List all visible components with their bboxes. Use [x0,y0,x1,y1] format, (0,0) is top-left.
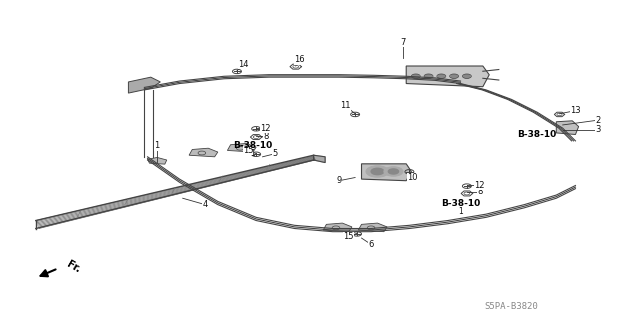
Text: 2: 2 [595,116,600,125]
Text: 6: 6 [369,240,374,249]
Circle shape [388,169,399,174]
Circle shape [464,75,470,78]
Text: B-38-10: B-38-10 [234,140,273,149]
Text: B-38-10: B-38-10 [441,198,480,207]
Text: 9: 9 [337,176,342,185]
Polygon shape [358,223,387,232]
Polygon shape [227,143,256,152]
Text: 1: 1 [251,149,255,158]
Polygon shape [314,155,325,163]
Circle shape [426,75,432,78]
Text: 13: 13 [570,106,580,115]
Polygon shape [323,223,352,232]
Text: 12: 12 [474,181,485,190]
Circle shape [438,75,445,78]
Text: 4: 4 [202,200,207,209]
Polygon shape [189,148,218,157]
Text: 15: 15 [243,146,253,155]
Circle shape [371,168,384,175]
Text: 1: 1 [458,207,463,216]
Polygon shape [406,66,489,87]
Text: Fr.: Fr. [65,260,82,275]
Circle shape [413,75,419,78]
Text: 12: 12 [260,124,271,132]
Polygon shape [148,157,167,164]
Polygon shape [556,121,579,134]
Text: 10: 10 [407,173,418,182]
Circle shape [451,75,458,78]
Text: 16: 16 [294,55,305,64]
Circle shape [366,166,389,177]
Text: B-38-10: B-38-10 [518,130,557,139]
Text: 8: 8 [477,188,483,196]
Text: 15: 15 [344,232,354,241]
Text: S5PA-B3820: S5PA-B3820 [484,302,538,311]
Text: 8: 8 [263,132,268,140]
Text: 3: 3 [595,125,600,134]
Text: 5: 5 [273,149,278,158]
Circle shape [384,167,403,176]
Text: 7: 7 [401,38,406,47]
Polygon shape [129,77,161,93]
Text: 11: 11 [340,101,351,110]
Polygon shape [362,164,412,181]
Text: 1: 1 [154,141,160,150]
Text: 14: 14 [238,60,248,69]
